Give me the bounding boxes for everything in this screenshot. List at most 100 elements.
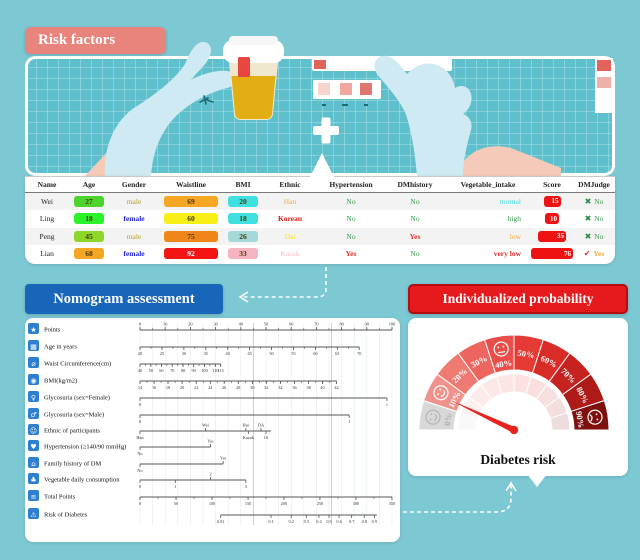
- glycosuria-female-icon: [28, 391, 39, 402]
- svg-text:0: 0: [139, 501, 141, 506]
- family-history-dm-icon: [28, 457, 39, 468]
- gauge-label: 90%: [574, 410, 587, 428]
- cell-hypertension: No: [346, 196, 356, 206]
- bmi-badge: 20: [228, 195, 258, 207]
- table-row: Wei 27 male 69 20 Han No No normal 15 ✖ No: [25, 192, 615, 211]
- svg-text:⌀: ⌀: [31, 360, 35, 368]
- svg-text:♀: ♀: [31, 394, 36, 402]
- cell-bmi: 18: [223, 210, 263, 228]
- col-header-ethnic: Ethnic: [279, 179, 301, 189]
- svg-text:Wei: Wei: [202, 423, 210, 428]
- svg-text:60: 60: [159, 368, 163, 373]
- cell-waistline: 92: [159, 245, 223, 263]
- svg-text:34: 34: [278, 385, 283, 390]
- total-points-icon: [28, 490, 39, 501]
- cell-age: 18: [69, 210, 109, 228]
- svg-text:20: 20: [180, 385, 184, 390]
- judge-label: No: [594, 196, 604, 206]
- svg-text:3: 3: [245, 484, 247, 489]
- row-label: Risk of Diabetes: [44, 512, 88, 519]
- cell-hypertension: No: [346, 214, 356, 224]
- svg-text:30: 30: [250, 385, 254, 390]
- face-icon-worried: [493, 341, 509, 357]
- cell-score: 76: [531, 245, 573, 263]
- arrow-table-to-nomogram: [241, 267, 327, 298]
- svg-text:0.5: 0.5: [326, 519, 331, 524]
- col-header-judge: DMJudge: [578, 179, 610, 189]
- arrow-nomogram-to-probability: [403, 484, 512, 513]
- svg-text:0.9: 0.9: [372, 519, 377, 524]
- row-label: Ethnic of participants: [44, 428, 100, 435]
- cell-dmhistory: No: [410, 196, 420, 206]
- risk-factors-title: Risk factors: [25, 27, 166, 54]
- cell-vegetable: normal: [499, 196, 521, 206]
- svg-text:80: 80: [181, 368, 185, 373]
- svg-text:22: 22: [194, 385, 198, 390]
- nomogram-row-glycosuria-female: ♀ Glycosuria (sex=Female) 0 1: [28, 391, 388, 407]
- svg-text:0.3: 0.3: [304, 519, 309, 524]
- svg-text:0: 0: [139, 484, 141, 489]
- svg-text:50: 50: [174, 501, 178, 506]
- age-badge: 18: [74, 213, 104, 225]
- probability-title: Individualized probability: [408, 284, 628, 314]
- svg-text:Hui: Hui: [243, 423, 250, 428]
- cell-name: Ling: [39, 214, 55, 224]
- waistline-badge: 75: [164, 230, 218, 242]
- svg-text:☺: ☺: [30, 427, 37, 435]
- face-icon-smile: [425, 409, 441, 425]
- face-icon-smile: [433, 385, 449, 401]
- cross-icon: ✖: [584, 214, 592, 224]
- svg-text:65: 65: [335, 351, 339, 356]
- gauge-caption: Diabetes risk: [480, 452, 556, 467]
- table-row: Ling 18 female 60 18 Korean No No high 10 ✖ No: [25, 210, 615, 228]
- svg-text:0.2: 0.2: [289, 519, 294, 524]
- cell-score: 10: [531, 210, 573, 228]
- gauge-label: 50%: [517, 348, 535, 361]
- age-badge: 27: [74, 195, 104, 207]
- row-label: Points: [44, 327, 61, 334]
- nomogram-row-total-points: ≡ Total Points 0 50 100 150 200 250 300 350: [28, 490, 395, 506]
- svg-text:50: 50: [269, 351, 273, 356]
- svg-text:0.7: 0.7: [349, 519, 355, 524]
- col-header-name: Name: [37, 179, 57, 189]
- nomogram-row-age: ▦ Age in years 20 25 30 35 40 45 50 55 60 65 70: [28, 340, 361, 356]
- color-chart: [313, 80, 381, 106]
- svg-text:110: 110: [212, 368, 218, 373]
- svg-text:♣: ♣: [30, 476, 36, 484]
- svg-text:20: 20: [138, 351, 142, 356]
- cell-ethnic: Han: [283, 196, 297, 206]
- waistline-badge: 69: [164, 195, 218, 207]
- cell-age: 45: [69, 228, 109, 246]
- bmi-badge: 33: [228, 248, 258, 260]
- nomogram-row-vegetable-consumption: ♣ Vegetable daily consumption 0 1 2 3: [28, 472, 247, 489]
- svg-text:45: 45: [247, 351, 251, 356]
- svg-text:1: 1: [348, 419, 350, 424]
- svg-text:200: 200: [281, 501, 287, 506]
- table-row: Lian 68 female 92 33 Kazak Yes No very low 76 ✔ Yes: [25, 245, 615, 263]
- svg-text:55: 55: [291, 351, 295, 356]
- cell-ethnic: Kazak: [280, 249, 300, 259]
- svg-text:Yes: Yes: [220, 456, 227, 461]
- bmi-badge: 18: [228, 213, 258, 225]
- svg-text:28: 28: [236, 385, 240, 390]
- row-label: BMI(kg/m2): [44, 378, 77, 385]
- svg-text:26: 26: [222, 385, 227, 390]
- cell-vegetable: high: [507, 214, 521, 224]
- svg-text:0: 0: [139, 322, 141, 327]
- svg-text:40: 40: [239, 322, 243, 327]
- cell-waistline: 60: [159, 210, 223, 228]
- col-header-hypertension: Hypertension: [329, 179, 373, 189]
- waistline-badge: 60: [164, 213, 218, 225]
- score-bar: 35: [538, 230, 566, 242]
- row-label: Glycosuria (sex=Female): [44, 395, 110, 402]
- cell-hypertension: No: [346, 231, 356, 241]
- cell-bmi: 33: [223, 245, 263, 263]
- cell-dmhistory: Yes: [409, 231, 421, 241]
- cell-age: 68: [69, 245, 109, 263]
- col-header-dmhistory: DMhistory: [397, 179, 433, 189]
- cell-gender: male: [126, 231, 142, 241]
- nomogram-row-glycosuria-male: ♂ Glycosuria (sex=Male) 0 1: [28, 408, 350, 424]
- cell-judge: ✖ No: [573, 193, 615, 211]
- svg-text:Han: Han: [136, 435, 144, 440]
- col-header-score: Score: [543, 179, 561, 189]
